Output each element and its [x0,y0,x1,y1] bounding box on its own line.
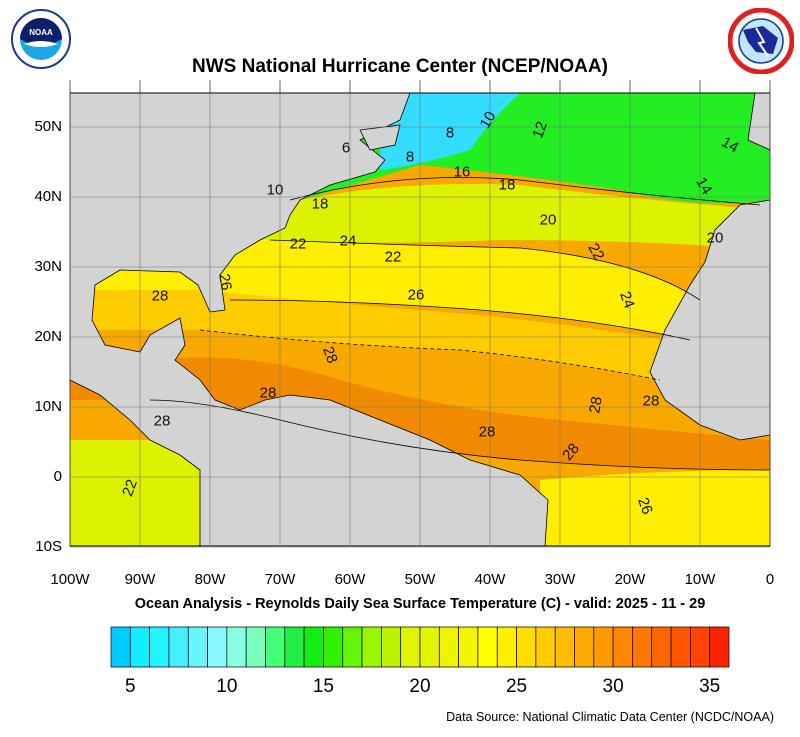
contour-label: 18 [498,176,516,194]
lon-tick-label: 100W [50,571,90,588]
colorbar-swatch [554,626,575,668]
colorbar-swatch [574,626,595,668]
colorbar-swatch [516,626,537,668]
colorbar [110,626,730,668]
colorbar-swatch [168,626,189,668]
ocean-south-atlantic [540,470,770,546]
colorbar-swatch [670,626,691,668]
colorbar-swatch [226,626,247,668]
colorbar-swatch [709,626,730,668]
lat-tick-label: 40N [34,188,62,205]
lon-tick-label: 20W [614,571,646,588]
colorbar-swatch [207,626,228,668]
contour-label: 28 [151,287,169,305]
contour-label: 18 [311,195,329,213]
graticule [69,80,771,548]
land-americas [70,93,549,546]
colorbar-swatch [632,626,653,668]
colorbar-swatch [149,626,170,668]
colorbar-swatch [400,626,421,668]
colorbar-swatch [496,626,517,668]
chart-title: NWS National Hurricane Center (NCEP/NOAA… [192,56,608,77]
contour-label: 28 [642,392,660,410]
lat-tick-label: 30N [34,258,62,275]
colorbar-swatch [535,626,556,668]
ocean-gold-band [70,290,690,380]
colorbar-label: 5 [125,676,136,697]
lon-tick-label: 70W [264,571,296,588]
colorbar-swatch [593,626,614,668]
colorbar-swatch [265,626,286,668]
colorbar-label: 10 [216,676,238,697]
colorbar-label: 25 [505,676,528,697]
ocean-pacific-cool [70,440,200,546]
contour-label: 28 [586,395,606,415]
contour-label: 28 [153,412,171,430]
lat-tick-label: 20N [34,328,62,345]
colorbar-swatch [458,626,479,668]
contour-label: 6 [341,139,351,157]
contour-label: 22 [384,248,402,266]
noaa-logo: NOAA [11,9,71,69]
contour-label: 8 [445,124,455,142]
ocean-cold-band [380,93,520,170]
lat-tick-label: 10N [34,398,62,415]
colorbar-swatch [381,626,402,668]
colorbar-swatch [612,626,633,668]
land-europe [747,93,770,151]
contour-label: 16 [453,163,471,181]
contour-label: 28 [478,423,496,441]
contour-label: 20 [539,211,557,229]
data-source: Data Source: National Climatic Data Cent… [446,710,774,724]
svg-text:NOAA: NOAA [29,28,53,37]
colorbar-swatch [651,626,672,668]
contour-label: 10 [266,181,284,199]
lon-tick-label: 10W [684,571,716,588]
contour-label: 20 [706,229,724,247]
lon-tick-label: 50W [404,571,436,588]
lat-tick-label: 50N [34,118,62,135]
colorbar-swatch [419,626,440,668]
contour-label: 24 [339,232,357,250]
land [70,93,770,546]
colorbar-swatch [245,626,266,668]
lat-tick-label: 10S [35,538,62,555]
land-newfoundland [359,124,401,151]
lon-tick-label: 40W [474,571,506,588]
contour-label: 22 [289,235,307,253]
colorbar-swatch [323,626,344,668]
contour-lines [149,177,770,471]
colorbar-swatch [438,626,459,668]
contour-label: 26 [215,272,235,292]
colorbar-swatch [129,626,150,668]
colorbar-label: 20 [409,676,431,697]
colorbar-swatch [303,626,324,668]
colorbar-swatch [284,626,305,668]
colorbar-swatch [110,626,131,668]
contour-label: 8 [405,148,415,166]
contour-label: 26 [407,286,425,304]
colorbar-label: 35 [699,676,721,697]
colorbar-swatch [690,626,711,668]
lat-tick-label: 0 [53,468,62,485]
ocean-darkorange-band [150,357,770,470]
colorbar-swatch [477,626,498,668]
colorbar-label: 15 [312,676,335,697]
nws-logo [728,8,794,74]
contour-label: 28 [259,384,277,402]
lon-tick-label: 80W [194,571,226,588]
lon-tick-label: 90W [124,571,156,588]
colorbar-swatch [187,626,208,668]
colorbar-swatch [361,626,382,668]
colorbar-label: 30 [602,676,624,697]
colorbar-swatch [342,626,363,668]
lon-tick-label: 0 [765,571,775,588]
lon-tick-label: 30W [544,571,576,588]
land-africa-iberia [649,199,770,441]
map-subtitle: Ocean Analysis - Reynolds Daily Sea Surf… [134,596,706,612]
lon-tick-label: 60W [334,571,366,588]
